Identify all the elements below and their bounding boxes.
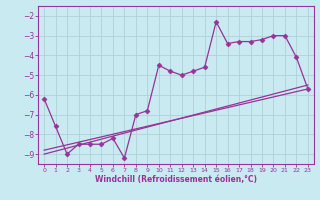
X-axis label: Windchill (Refroidissement éolien,°C): Windchill (Refroidissement éolien,°C) — [95, 175, 257, 184]
